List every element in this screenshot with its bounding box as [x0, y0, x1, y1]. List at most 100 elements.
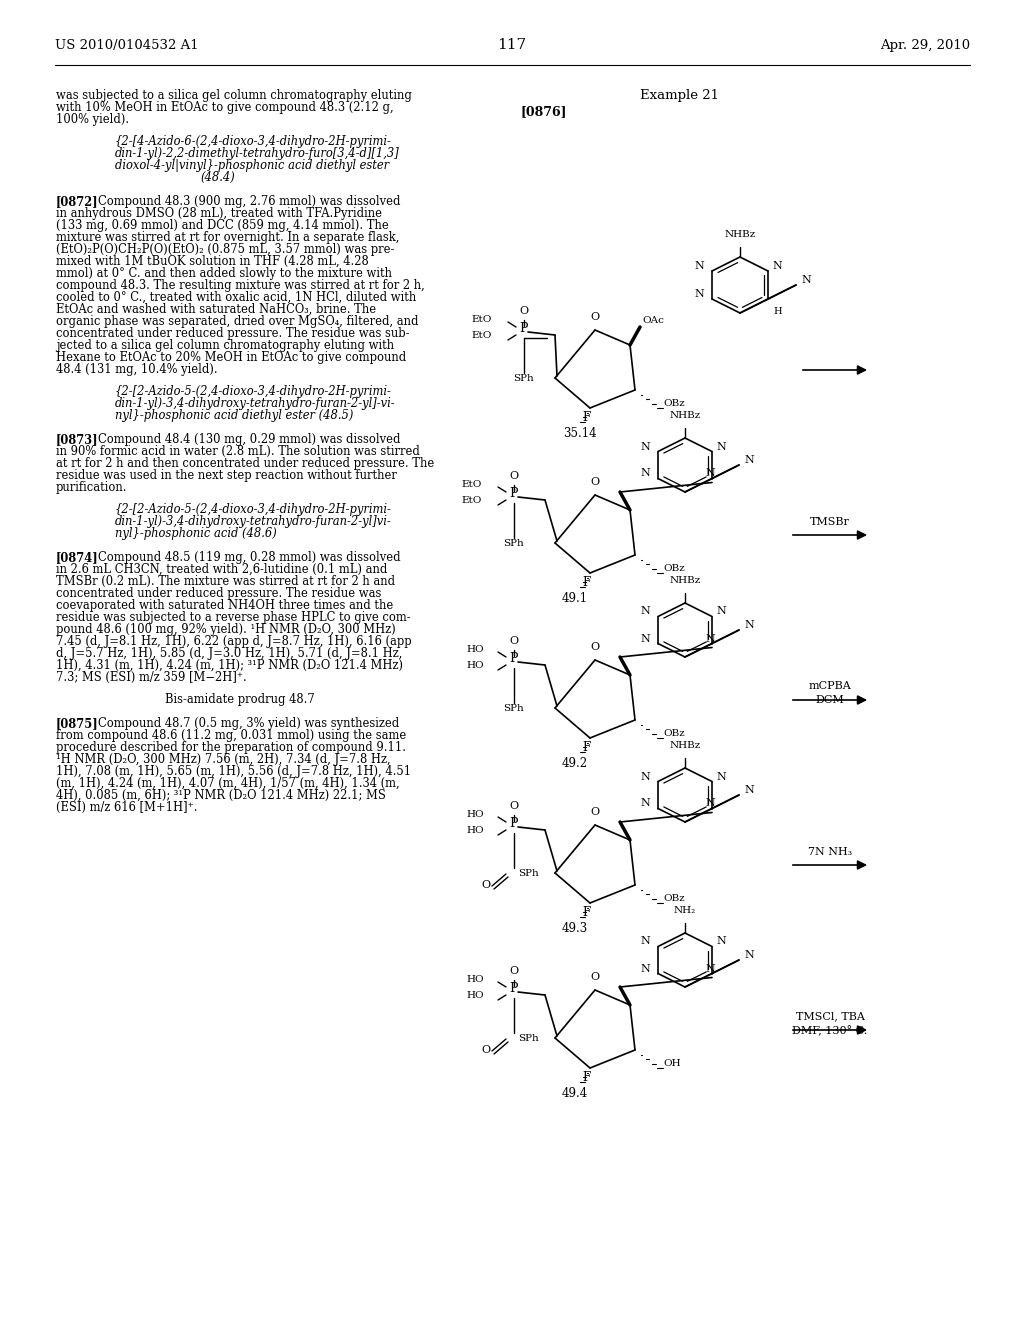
Text: N: N: [716, 606, 726, 616]
Text: N: N: [640, 799, 650, 808]
Text: [0875]: [0875]: [56, 717, 98, 730]
Text: NHBz: NHBz: [670, 741, 700, 750]
Text: HO: HO: [466, 975, 484, 983]
Text: mixed with 1M tBuOK solution in THF (4.28 mL, 4.28: mixed with 1M tBuOK solution in THF (4.2…: [56, 255, 369, 268]
Text: ¹H NMR (D₂O, 300 MHz) 7.56 (m, 2H), 7.34 (d, J=7.8 Hz,: ¹H NMR (D₂O, 300 MHz) 7.56 (m, 2H), 7.34…: [56, 752, 390, 766]
Text: F: F: [582, 741, 590, 754]
Text: N: N: [640, 936, 650, 946]
Text: P: P: [510, 982, 518, 995]
Text: O: O: [519, 306, 528, 315]
Text: OBz: OBz: [663, 564, 685, 573]
Text: 100% yield).: 100% yield).: [56, 114, 129, 125]
Text: din-1-yl)-3,4-dihydroxy-tetrahydro-furan-2-yl]-vi-: din-1-yl)-3,4-dihydroxy-tetrahydro-furan…: [115, 397, 395, 411]
Text: (m, 1H), 4.24 (m, 1H), 4.07 (m, 4H), 1/57 (m, 4H), 1.34 (m,: (m, 1H), 4.24 (m, 1H), 4.07 (m, 4H), 1/5…: [56, 777, 399, 789]
Text: O: O: [591, 642, 600, 652]
Text: F: F: [582, 906, 590, 919]
Text: {2-[4-Azido-6-(2,4-dioxo-3,4-dihydro-2H-pyrimi-: {2-[4-Azido-6-(2,4-dioxo-3,4-dihydro-2H-…: [115, 135, 392, 148]
Text: jected to a silica gel column chromatography eluting with: jected to a silica gel column chromatogr…: [56, 339, 394, 352]
Text: Compound 48.5 (119 mg, 0.28 mmol) was dissolved: Compound 48.5 (119 mg, 0.28 mmol) was di…: [98, 550, 400, 564]
Text: O: O: [591, 807, 600, 817]
Text: 7.45 (d, J=8.1 Hz, 1H), 6.22 (app d, J=8.7 Hz, 1H), 6.16 (app: 7.45 (d, J=8.1 Hz, 1H), 6.22 (app d, J=8…: [56, 635, 412, 648]
Text: at rt for 2 h and then concentrated under reduced pressure. The: at rt for 2 h and then concentrated unde…: [56, 457, 434, 470]
Text: F: F: [582, 576, 590, 589]
Text: F: F: [582, 411, 590, 424]
Text: O: O: [481, 880, 490, 890]
Text: with 10% MeOH in EtOAc to give compound 48.3 (2.12 g,: with 10% MeOH in EtOAc to give compound …: [56, 102, 393, 114]
Text: N: N: [706, 469, 715, 479]
Text: OAc: OAc: [642, 315, 664, 325]
Text: US 2010/0104532 A1: US 2010/0104532 A1: [55, 40, 199, 51]
Text: N: N: [640, 469, 650, 479]
Text: {2-[2-Azido-5-(2,4-dioxo-3,4-dihydro-2H-pyrimi-: {2-[2-Azido-5-(2,4-dioxo-3,4-dihydro-2H-…: [115, 385, 392, 399]
Text: N: N: [694, 289, 705, 300]
Text: N: N: [716, 771, 726, 781]
Text: SPh: SPh: [504, 539, 524, 548]
Text: [0876]: [0876]: [520, 106, 566, 117]
Text: 7.3; MS (ESI) m/z 359 [M−2H]⁺.: 7.3; MS (ESI) m/z 359 [M−2H]⁺.: [56, 671, 247, 684]
Text: TMSCl, TBA: TMSCl, TBA: [796, 1011, 864, 1020]
Text: Compound 48.4 (130 mg, 0.29 mmol) was dissolved: Compound 48.4 (130 mg, 0.29 mmol) was di…: [98, 433, 400, 446]
Text: 35.14: 35.14: [563, 426, 597, 440]
Text: N: N: [706, 799, 715, 808]
Text: mCPBA: mCPBA: [809, 681, 851, 690]
Text: din-1-yl)-3,4-dihydroxy-tetrahydro-furan-2-yl]vi-: din-1-yl)-3,4-dihydroxy-tetrahydro-furan…: [115, 515, 392, 528]
Text: nyl}-phosphonic acid diethyl ester (48.5): nyl}-phosphonic acid diethyl ester (48.5…: [115, 409, 353, 422]
Text: Example 21: Example 21: [640, 88, 719, 102]
Text: nyl}-phosphonic acid (48.6): nyl}-phosphonic acid (48.6): [115, 527, 276, 540]
Text: procedure described for the preparation of compound 9.11.: procedure described for the preparation …: [56, 741, 406, 754]
Text: N: N: [744, 620, 754, 630]
Text: N: N: [744, 455, 754, 465]
Text: O: O: [509, 471, 518, 480]
Text: HO: HO: [466, 661, 484, 671]
Text: cooled to 0° C., treated with oxalic acid, 1N HCl, diluted with: cooled to 0° C., treated with oxalic aci…: [56, 290, 416, 304]
Text: 49.2: 49.2: [562, 756, 588, 770]
Text: O: O: [509, 636, 518, 645]
Text: N: N: [640, 606, 650, 616]
Text: H: H: [773, 308, 781, 315]
Text: d, J=5.7 Hz, 1H), 5.85 (d, J=3.0 Hz, 1H), 5.71 (d, J=8.1 Hz,: d, J=5.7 Hz, 1H), 5.85 (d, J=3.0 Hz, 1H)…: [56, 647, 402, 660]
Text: was subjected to a silica gel column chromatography eluting: was subjected to a silica gel column chr…: [56, 88, 412, 102]
Text: O: O: [509, 801, 518, 810]
Text: compound 48.3. The resulting mixture was stirred at rt for 2 h,: compound 48.3. The resulting mixture was…: [56, 279, 425, 292]
Text: HO: HO: [466, 645, 484, 653]
Text: 117: 117: [498, 38, 526, 51]
Text: EtO: EtO: [462, 480, 482, 488]
Text: from compound 48.6 (11.2 mg, 0.031 mmol) using the same: from compound 48.6 (11.2 mg, 0.031 mmol)…: [56, 729, 407, 742]
Text: {2-[2-Azido-5-(2,4-dioxo-3,4-dihydro-2H-pyrimi-: {2-[2-Azido-5-(2,4-dioxo-3,4-dihydro-2H-…: [115, 503, 392, 516]
Text: N: N: [640, 634, 650, 644]
Text: EtOAc and washed with saturated NaHCO₃, brine. The: EtOAc and washed with saturated NaHCO₃, …: [56, 304, 376, 315]
Text: OH: OH: [663, 1059, 681, 1068]
Text: Compound 48.3 (900 mg, 2.76 mmol) was dissolved: Compound 48.3 (900 mg, 2.76 mmol) was di…: [98, 195, 400, 209]
Text: N: N: [706, 634, 715, 644]
Text: TMSBr (0.2 mL). The mixture was stirred at rt for 2 h and: TMSBr (0.2 mL). The mixture was stirred …: [56, 576, 395, 587]
Text: purification.: purification.: [56, 480, 128, 494]
Text: HO: HO: [466, 991, 484, 1001]
Text: NHBz: NHBz: [670, 411, 700, 420]
Text: HO: HO: [466, 810, 484, 818]
Text: N: N: [640, 441, 650, 451]
Text: Apr. 29, 2010: Apr. 29, 2010: [880, 40, 970, 51]
Text: N: N: [694, 261, 705, 271]
Text: (48.4): (48.4): [200, 172, 234, 183]
Text: N: N: [744, 950, 754, 960]
Text: DCM: DCM: [816, 696, 845, 705]
Text: N: N: [640, 964, 650, 974]
Text: N: N: [706, 964, 715, 974]
Text: NHBz: NHBz: [670, 576, 700, 585]
Text: [0874]: [0874]: [56, 550, 98, 564]
Text: residue was used in the next step reaction without further: residue was used in the next step reacti…: [56, 469, 397, 482]
Text: OBz: OBz: [663, 894, 685, 903]
Text: pound 48.6 (100 mg, 92% yield). ¹H NMR (D₂O, 300 MHz): pound 48.6 (100 mg, 92% yield). ¹H NMR (…: [56, 623, 395, 636]
Text: 4H), 0.085 (m, 6H); ³¹P NMR (D₂O 121.4 MHz) 22.1; MS: 4H), 0.085 (m, 6H); ³¹P NMR (D₂O 121.4 M…: [56, 789, 386, 803]
Text: mmol) at 0° C. and then added slowly to the mixture with: mmol) at 0° C. and then added slowly to …: [56, 267, 392, 280]
Text: 48.4 (131 mg, 10.4% yield).: 48.4 (131 mg, 10.4% yield).: [56, 363, 218, 376]
Text: 49.1: 49.1: [562, 591, 588, 605]
Text: P: P: [510, 817, 518, 830]
Text: N: N: [772, 261, 781, 271]
Text: 7N NH₃: 7N NH₃: [808, 847, 852, 857]
Text: (ESI) m/z 616 [M+1H]⁺.: (ESI) m/z 616 [M+1H]⁺.: [56, 801, 198, 814]
Text: SPh: SPh: [504, 704, 524, 713]
Text: SPh: SPh: [514, 374, 535, 383]
Text: EtO: EtO: [462, 496, 482, 506]
Text: O: O: [591, 477, 600, 487]
